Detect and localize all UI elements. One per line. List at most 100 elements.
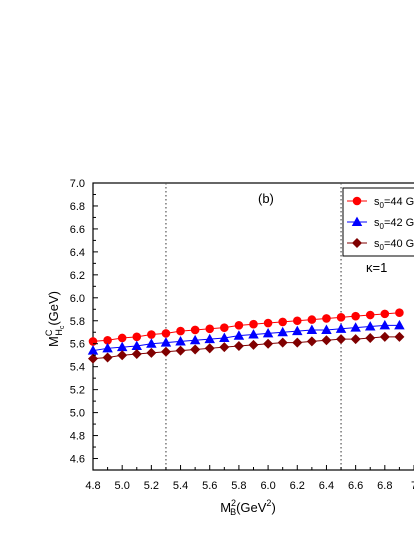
legend-marker	[352, 196, 362, 206]
y-tick-label: 6.6	[70, 224, 85, 236]
data-point	[322, 314, 331, 323]
x-tick-label: 4.8	[85, 480, 100, 492]
legend: s0=44 Gs0=42 Gs0=40 G	[342, 187, 414, 257]
y-tick-label: 4.6	[70, 454, 85, 466]
data-point	[364, 321, 376, 331]
kappa-annotation: κ=1	[366, 260, 387, 275]
data-point	[379, 331, 390, 342]
data-point	[321, 324, 332, 334]
series-line	[92, 312, 400, 342]
x-tick-label: 5.2	[144, 480, 159, 492]
x-axis-title-sub: B	[230, 507, 236, 517]
series-line	[92, 324, 400, 352]
y-tick-label: 4.8	[70, 431, 85, 443]
y-axis-title: MCHc(GeV)	[44, 291, 66, 347]
data-point	[117, 333, 127, 343]
data-point	[160, 337, 172, 347]
data-point	[292, 337, 303, 348]
y-axis-title-subsub: c	[59, 325, 66, 329]
data-point	[161, 329, 171, 338]
panel-label: (b)	[258, 191, 274, 206]
data-point	[233, 341, 244, 352]
legend-label-base: s	[374, 196, 380, 208]
x-tick-label: 6.2	[290, 480, 305, 492]
data-point	[248, 329, 259, 339]
y-tick-label: 6.4	[70, 247, 85, 259]
y-tick-label: 7.0	[70, 178, 85, 190]
x-tick-label: 6.4	[319, 480, 334, 492]
x-axis: 4.8 5.0 5.2 5.4 5.6 5.8 6.0 6.2 6.4 6.6 6.8 7	[85, 465, 414, 492]
data-point	[189, 334, 201, 345]
legend-label-rest: =40 G	[384, 238, 414, 250]
y-tick-label: 5.8	[70, 316, 85, 328]
data-point	[306, 336, 317, 347]
data-point	[205, 324, 215, 334]
x-tick-label: 6.8	[377, 480, 392, 492]
y-tick-label: 5.4	[70, 362, 85, 374]
y-tick-label: 5.6	[70, 339, 85, 351]
x-tick-label: 5.0	[115, 480, 130, 492]
legend-marker	[351, 237, 363, 249]
data-point	[233, 330, 245, 340]
x-axis-title-unit-sup: 2	[266, 498, 271, 508]
y-axis-title-unit: (GeV)	[46, 291, 61, 326]
x-axis-title: M2 B(GeV2)	[220, 498, 276, 517]
legend-item: s0=44 G	[347, 196, 414, 210]
y-tick-label: 5.2	[70, 385, 85, 397]
data-point	[292, 325, 303, 336]
legend-label-rest: =42 G	[384, 217, 414, 229]
data-point	[394, 319, 405, 330]
x-axis-title-unit-end: )	[271, 500, 275, 515]
legend-label: s0=42 G	[374, 217, 414, 231]
data-point	[248, 339, 259, 350]
data-point	[175, 345, 186, 356]
data-point	[365, 310, 375, 320]
data-point	[306, 324, 318, 334]
x-tick-label: 6.6	[348, 480, 363, 492]
series-line	[92, 336, 400, 360]
x-axis-title-unit: (GeV	[236, 500, 267, 515]
data-point	[380, 309, 390, 319]
data-point	[379, 319, 391, 330]
x-tick-label: 5.4	[173, 480, 188, 492]
y-tick-label: 5.0	[70, 408, 85, 420]
legend-item: s0=42 G	[347, 216, 414, 231]
data-point	[277, 337, 288, 348]
data-point	[249, 319, 258, 329]
data-point	[336, 313, 346, 322]
x-tick-label: 6.0	[260, 480, 275, 492]
data-point	[131, 349, 142, 360]
y-axis-title-sup: C	[44, 329, 54, 336]
data-point	[321, 335, 332, 346]
data-point	[160, 346, 171, 357]
legend-label-rest: =44 G	[384, 196, 414, 208]
series-group	[87, 331, 405, 364]
data-point	[350, 322, 361, 332]
data-point	[132, 332, 142, 342]
data-point	[190, 344, 201, 355]
data-point	[190, 325, 200, 335]
data-point	[117, 350, 128, 361]
data-point	[175, 335, 186, 346]
legend-item: s0=40 G	[347, 237, 414, 252]
plot-area	[87, 182, 414, 471]
data-point	[146, 347, 157, 358]
y-tick-label: 6.8	[70, 201, 85, 213]
data-point	[277, 326, 288, 337]
data-point	[219, 332, 230, 342]
series-group	[88, 308, 404, 346]
y-axis-title-sub: H	[54, 329, 64, 336]
legend-marker	[351, 216, 363, 227]
legend-label-sub: 0	[380, 222, 385, 231]
data-point	[278, 317, 287, 327]
data-point	[147, 330, 156, 339]
x-tick-label: 7	[411, 480, 414, 492]
data-point	[176, 326, 185, 336]
y-axis: 4.6 4.8 5.0 5.2 5.4 5.6 5.8 6.0 6.2 6.4 6.6 6.8 7.0	[70, 178, 98, 471]
legend-label-sub: 0	[380, 243, 385, 252]
data-point	[87, 353, 99, 364]
data-point	[263, 318, 273, 328]
series-layer	[87, 308, 405, 364]
data-point	[335, 323, 347, 333]
